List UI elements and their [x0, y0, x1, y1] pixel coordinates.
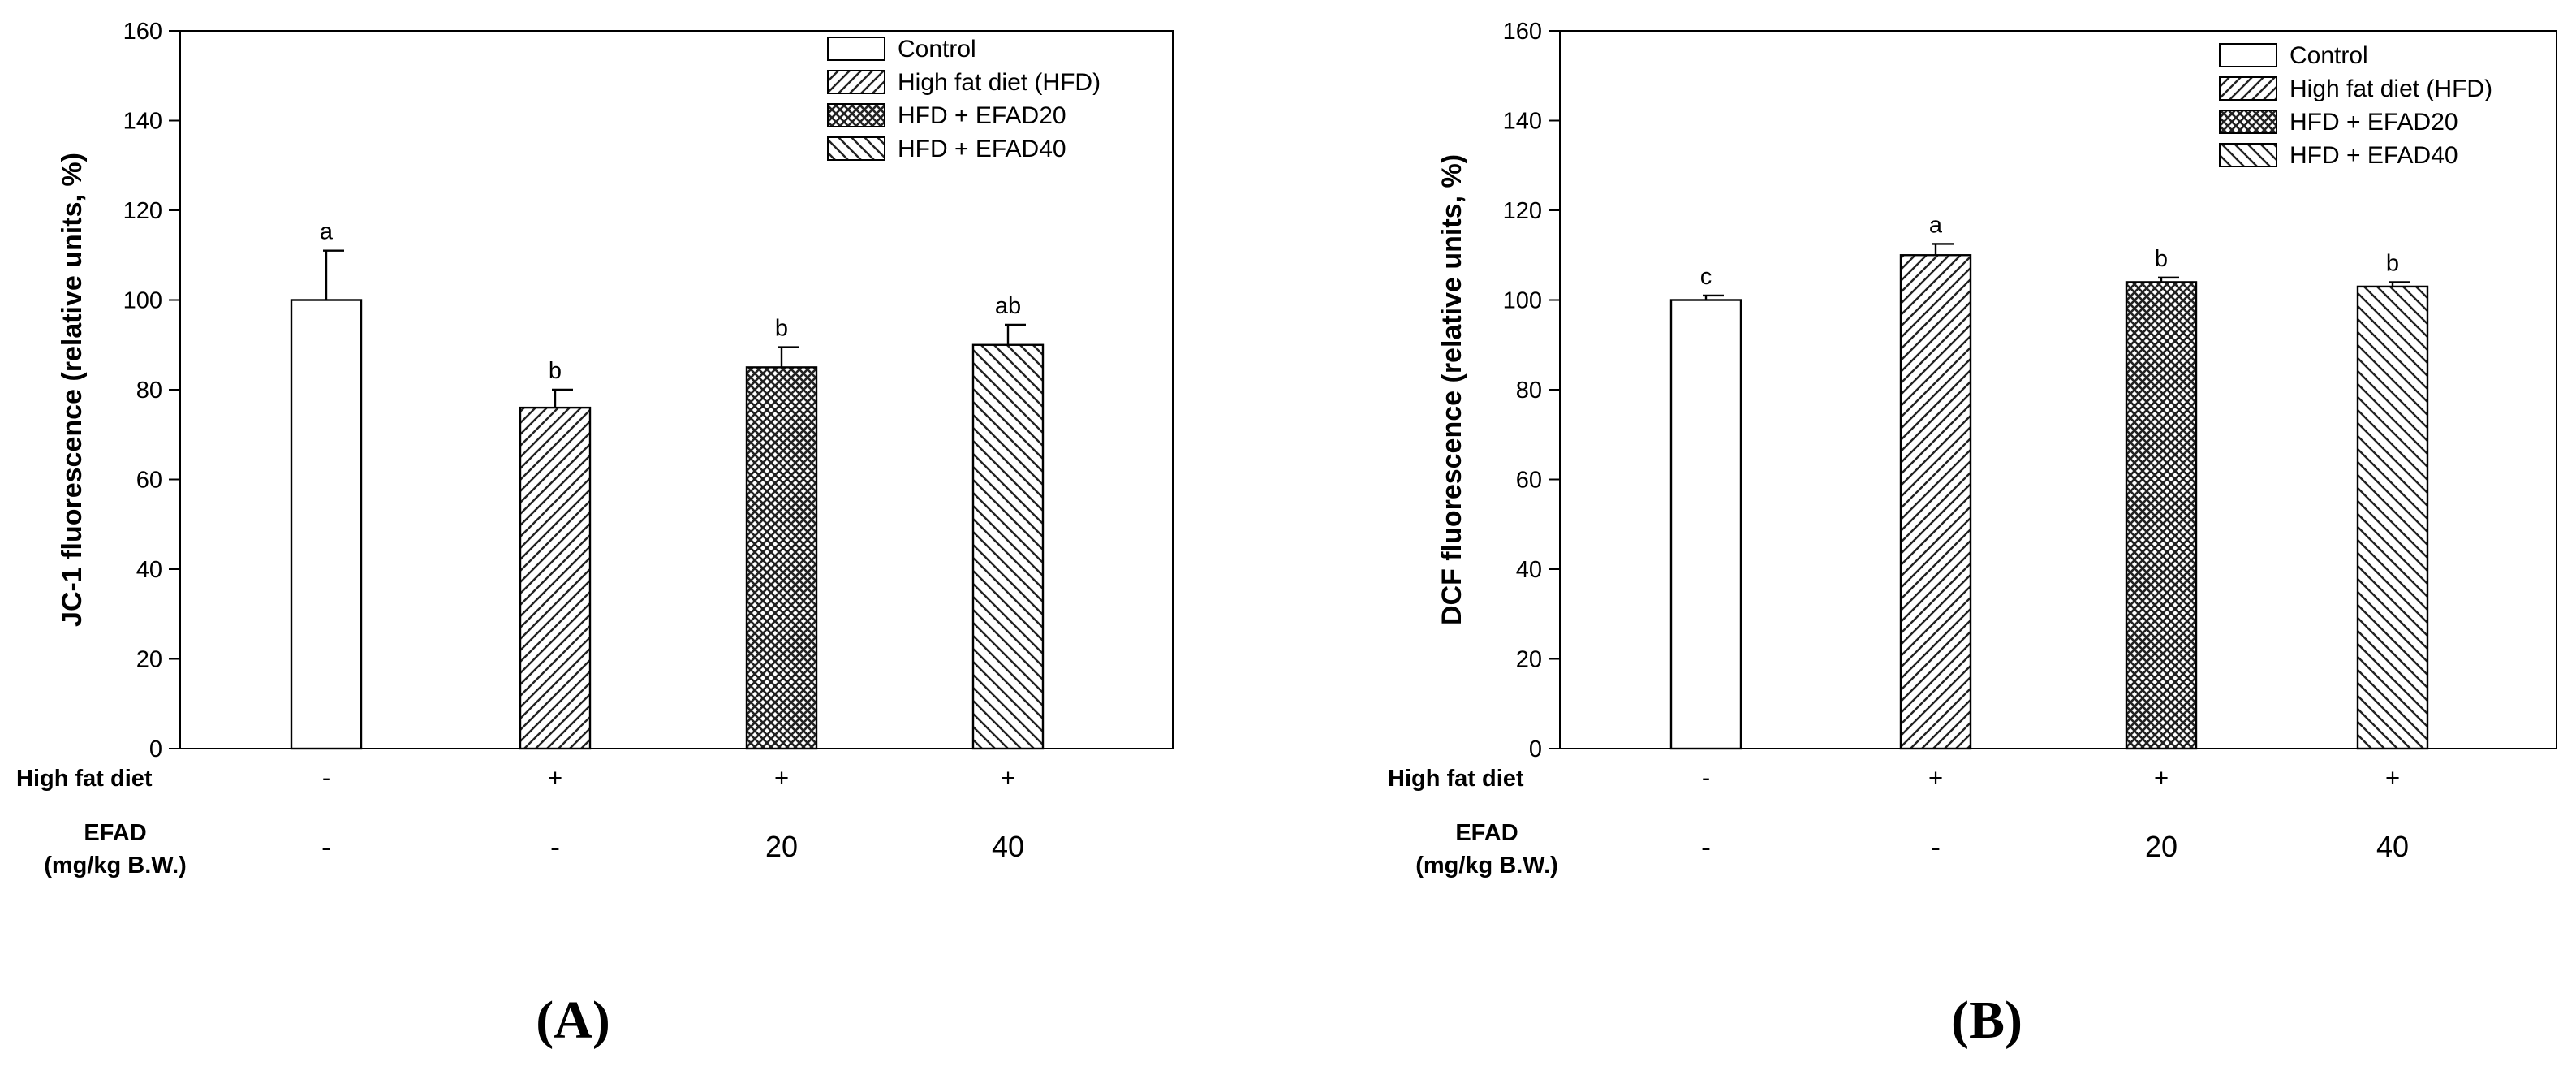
row-label-efad-units: (mg/kg B.W.) — [44, 853, 187, 879]
legend-label-1: Control — [898, 36, 976, 63]
bar-3 — [2125, 281, 2198, 750]
efad-value: 20 — [2145, 830, 2178, 863]
high-fat-diet-value: + — [2154, 763, 2169, 792]
legend-label-3: HFD + EFAD20 — [2290, 109, 2458, 136]
bar-1 — [1669, 299, 1742, 750]
panel-label: (A) — [536, 991, 610, 1050]
high-fat-diet-value: - — [1702, 763, 1710, 792]
efad-value: 40 — [992, 830, 1024, 863]
y-tick-label: 40 — [136, 557, 162, 583]
row-label-high-fat-diet: High fat diet — [1388, 766, 1524, 792]
y-tick-label: 160 — [123, 19, 162, 45]
legend-label-2: High fat diet (HFD) — [898, 69, 1101, 96]
significance-label: b — [549, 358, 562, 384]
y-tick-label: 140 — [1503, 109, 1542, 135]
bar-2 — [1899, 254, 1972, 750]
legend-swatch-3 — [2219, 110, 2277, 134]
legend-label-2: High fat diet (HFD) — [2290, 76, 2492, 102]
legend-swatch-4 — [827, 136, 885, 161]
y-tick-label: 140 — [123, 109, 162, 135]
high-fat-diet-value: + — [1928, 763, 1943, 792]
panel-a: 0 20 40 60 80 100 120 140 160 JC-1 fluorescence (… — [16, 19, 1174, 1050]
efad-value: - — [1931, 830, 1941, 863]
significance-label: a — [320, 219, 334, 245]
y-tick-label: 100 — [1503, 288, 1542, 314]
legend-label-4: HFD + EFAD40 — [898, 136, 1066, 162]
y-tick-label: 0 — [149, 736, 162, 762]
legend-swatch-2 — [827, 70, 885, 94]
row-label-efad: EFAD — [1455, 820, 1518, 846]
y-tick-label: 40 — [1516, 557, 1542, 583]
significance-label: b — [2155, 246, 2168, 272]
significance-label: b — [2386, 250, 2399, 276]
y-tick-label: 60 — [1516, 468, 1542, 494]
y-tick-label: 0 — [1529, 736, 1542, 762]
row-label-efad: EFAD — [84, 820, 146, 846]
legend-label-4: HFD + EFAD40 — [2290, 142, 2458, 169]
legend-swatch-4 — [2219, 143, 2277, 167]
y-tick-label: 120 — [123, 198, 162, 224]
legend-swatch-1 — [827, 37, 885, 61]
panel-b: 0 20 40 60 80 100 120 140 160 DCF fluorescence (r… — [1388, 19, 2557, 1050]
y-axis-title: DCF fluorescence (relative units, %) — [1437, 154, 1467, 625]
legend-swatch-3 — [827, 103, 885, 127]
legend: Control High fat diet (HFD) HFD + EFAD20 HF… — [827, 36, 1101, 162]
y-tick-label: 160 — [1503, 19, 1542, 45]
high-fat-diet-value: + — [548, 763, 562, 792]
bar-1 — [290, 299, 363, 750]
significance-label: b — [775, 316, 788, 342]
legend-label-1: Control — [2290, 42, 2368, 69]
legend-swatch-1 — [2219, 43, 2277, 67]
efad-value: - — [550, 830, 560, 863]
bar-4 — [971, 343, 1045, 750]
efad-value: 20 — [765, 830, 798, 863]
y-tick-label: 80 — [136, 378, 162, 404]
row-label-high-fat-diet: High fat diet — [16, 766, 153, 792]
y-tick-label: 120 — [1503, 198, 1542, 224]
panel-label: (B) — [1951, 991, 2022, 1050]
y-tick-label: 80 — [1516, 378, 1542, 404]
y-tick-label: 20 — [1516, 647, 1542, 673]
significance-label: ab — [995, 293, 1021, 319]
legend-label-3: HFD + EFAD20 — [898, 102, 1066, 129]
legend-swatch-2 — [2219, 76, 2277, 101]
high-fat-diet-value: + — [774, 763, 789, 792]
bar-3 — [745, 366, 818, 750]
row-label-efad-units: (mg/kg B.W.) — [1415, 853, 1558, 879]
y-tick-label: 20 — [136, 647, 162, 673]
efad-value: - — [321, 830, 331, 863]
high-fat-diet-value: + — [2385, 763, 2400, 792]
y-axis-title: JC-1 fluorescence (relative units, %) — [57, 153, 88, 627]
significance-label: a — [1929, 212, 1943, 238]
efad-value: - — [1701, 830, 1711, 863]
bar-4 — [2356, 285, 2429, 750]
high-fat-diet-value: - — [322, 763, 330, 792]
y-tick-label: 60 — [136, 468, 162, 494]
efad-value: 40 — [2376, 830, 2409, 863]
significance-label: c — [1700, 264, 1712, 290]
legend: Control High fat diet (HFD) HFD + EFAD20 HF… — [2219, 42, 2492, 169]
high-fat-diet-value: + — [1001, 763, 1015, 792]
y-tick-label: 100 — [123, 288, 162, 314]
bar-2 — [519, 406, 592, 750]
